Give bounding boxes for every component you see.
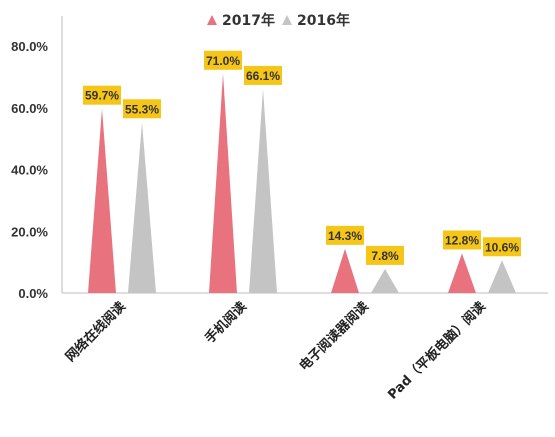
bar-2017 <box>88 108 116 294</box>
data-label-box <box>483 237 521 257</box>
legend: 2017年 2016年 <box>207 12 350 29</box>
data-label: 59.7% <box>85 89 119 103</box>
bar-2017 <box>331 248 359 293</box>
legend-label: 2016年 <box>297 12 350 29</box>
y-tick-label: 0.0% <box>18 286 48 301</box>
bar-2016 <box>128 122 156 293</box>
data-label-box <box>83 85 121 105</box>
bar-2016 <box>371 268 399 293</box>
data-label: 10.6% <box>485 240 519 254</box>
data-label-box <box>326 225 364 245</box>
data-label: 55.3% <box>125 102 159 116</box>
y-tick-label: 60.0% <box>11 101 48 116</box>
legend-label: 2017年 <box>222 12 275 29</box>
bar-2016 <box>488 260 516 293</box>
legend-marker <box>282 15 292 25</box>
data-label: 12.8% <box>445 233 479 247</box>
data-label-box <box>443 230 481 250</box>
category-label: Pad（平板电脑）阅读 <box>385 299 489 403</box>
category-label: 电子阅读器阅读 <box>296 299 372 375</box>
data-label: 7.8% <box>371 249 399 263</box>
data-label: 66.1% <box>246 69 280 83</box>
data-label-box <box>123 99 161 119</box>
bar-2017 <box>209 73 237 293</box>
y-tick-label: 20.0% <box>11 224 48 239</box>
category-label: 手机阅读 <box>202 299 250 347</box>
data-label: 14.3% <box>328 229 362 243</box>
data-label-box <box>244 65 282 85</box>
y-tick-label: 80.0% <box>11 39 48 54</box>
bar-2016 <box>249 88 277 293</box>
marks: 59.7% 71.0% 14.3% 12.8% 55.3% 66.1% 7.8% 10.6% <box>83 50 521 294</box>
legend-marker <box>207 15 217 25</box>
category-label: 网络在线阅读 <box>62 299 128 365</box>
bar-2017 <box>448 253 476 293</box>
y-tick-label: 40.0% <box>11 163 48 178</box>
data-label: 71.0% <box>206 54 240 68</box>
data-label-box <box>366 245 404 265</box>
data-label-box <box>204 50 242 70</box>
